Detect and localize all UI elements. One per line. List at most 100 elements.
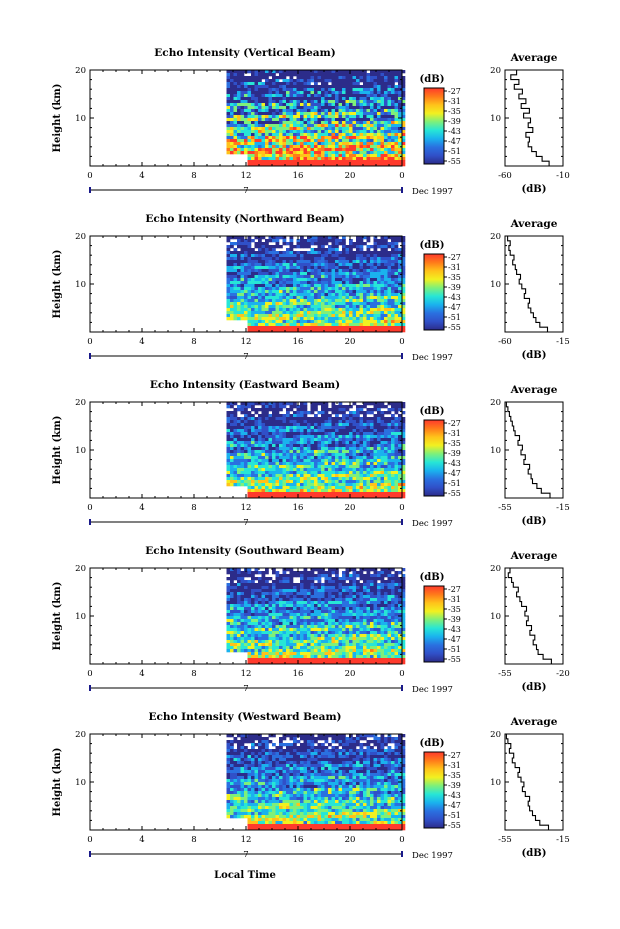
heatmap-cell — [394, 139, 399, 143]
heatmap-cell — [261, 432, 266, 436]
heatmap-cell — [328, 471, 332, 475]
heatmap-cell — [282, 444, 287, 448]
heatmap-cell — [363, 163, 367, 167]
heatmap-cell — [359, 290, 364, 294]
heatmap-cell — [240, 471, 245, 475]
heatmap-cell — [331, 471, 336, 475]
heatmap-cell — [272, 441, 276, 445]
heatmap-cell — [384, 142, 388, 146]
heatmap-cell — [244, 278, 248, 282]
heatmap-cell — [258, 311, 262, 315]
heatmap-cell — [240, 136, 245, 140]
heatmap-cell — [380, 127, 385, 131]
heatmap-cell — [258, 94, 262, 98]
heatmap-cell — [279, 121, 283, 125]
heatmap-cell — [265, 453, 269, 457]
heatmap-cell — [363, 311, 367, 315]
heatmap-cell — [268, 121, 273, 125]
heatmap-cell — [342, 441, 346, 445]
heatmap-cell — [265, 242, 269, 246]
heatmap-cell — [300, 124, 304, 128]
heatmap-cell — [233, 456, 238, 460]
heatmap-cell — [303, 414, 308, 418]
heatmap-cell — [359, 124, 364, 128]
heatmap-cell — [338, 76, 343, 80]
heatmap-cell — [314, 495, 318, 499]
heatmap-cell — [377, 151, 381, 155]
heatmap-cell — [307, 154, 311, 158]
heatmap-cell — [349, 444, 353, 448]
heatmap-cell — [289, 305, 294, 309]
heatmap-cell — [373, 489, 378, 493]
heatmap-cell — [314, 317, 318, 321]
heatmap-cell — [321, 85, 325, 89]
heatmap-cell — [338, 118, 343, 122]
heatmap-cell — [349, 429, 353, 433]
heatmap-cell — [261, 308, 266, 312]
heatmap-cell — [373, 317, 378, 321]
heatmap-cell — [293, 305, 297, 309]
heatmap-cell — [233, 296, 238, 300]
heatmap-cell — [247, 308, 252, 312]
heatmap-cell — [324, 302, 329, 306]
heatmap-cell — [328, 441, 332, 445]
heatmap-cell — [335, 411, 339, 415]
heatmap-cell — [356, 465, 360, 469]
heatmap-cell — [303, 450, 308, 454]
heatmap-cell — [324, 450, 329, 454]
heatmap-cell — [391, 293, 395, 297]
heatmap-cell — [275, 133, 280, 137]
heatmap-cell — [342, 489, 346, 493]
heatmap-cell — [342, 450, 346, 454]
heatmap-cell — [268, 133, 273, 137]
heatmap-cell — [377, 278, 381, 282]
heatmap-cell — [275, 142, 280, 146]
heatmap-cell — [303, 423, 308, 427]
heatmap-cell — [296, 148, 301, 152]
heatmap-cell — [380, 323, 385, 327]
heatmap-cell — [300, 486, 304, 490]
heatmap-cell — [366, 329, 371, 333]
heatmap-cell — [279, 160, 283, 164]
heatmap-cell — [335, 100, 339, 104]
heatmap-cell — [282, 112, 287, 116]
heatmap-cell — [394, 453, 399, 457]
heatmap-cell — [342, 408, 346, 412]
avg-x-tick-label: -60 — [498, 337, 512, 347]
heatmap-cell — [254, 411, 259, 415]
heatmap-cell — [265, 260, 269, 264]
heatmap-cell — [401, 112, 406, 116]
heatmap-cell — [275, 254, 280, 258]
heatmap-cell — [391, 405, 395, 409]
heatmap-cell — [352, 242, 357, 246]
heatmap-cell — [387, 272, 392, 276]
heatmap-cell — [310, 160, 315, 164]
heatmap-cell — [356, 480, 360, 484]
heatmap-cell — [401, 278, 406, 282]
heatmap-cell — [366, 109, 371, 113]
heatmap-cell — [377, 471, 381, 475]
heatmap-cell — [394, 468, 399, 472]
heatmap-cell — [272, 486, 276, 490]
heatmap-cell — [261, 272, 266, 276]
heatmap-cell — [265, 94, 269, 98]
heatmap-cell — [307, 76, 311, 80]
heatmap-cell — [286, 462, 290, 466]
heatmap-cell — [261, 290, 266, 294]
heatmap-cell — [328, 495, 332, 499]
heatmap-cell — [387, 124, 392, 128]
heatmap-cell — [380, 447, 385, 451]
heatmap-cell — [324, 127, 329, 131]
heatmap-cell — [240, 257, 245, 261]
heatmap-cell — [300, 305, 304, 309]
heatmap-cell — [380, 459, 385, 463]
heatmap-cell — [401, 88, 406, 92]
heatmap-cell — [268, 420, 273, 424]
heatmap-cell — [300, 275, 304, 279]
heatmap-cell — [384, 136, 388, 140]
heatmap-cell — [289, 148, 294, 152]
heatmap-cell — [240, 85, 245, 89]
heatmap-cell — [373, 329, 378, 333]
heatmap-cell — [296, 414, 301, 418]
heatmap-cell — [237, 275, 241, 279]
